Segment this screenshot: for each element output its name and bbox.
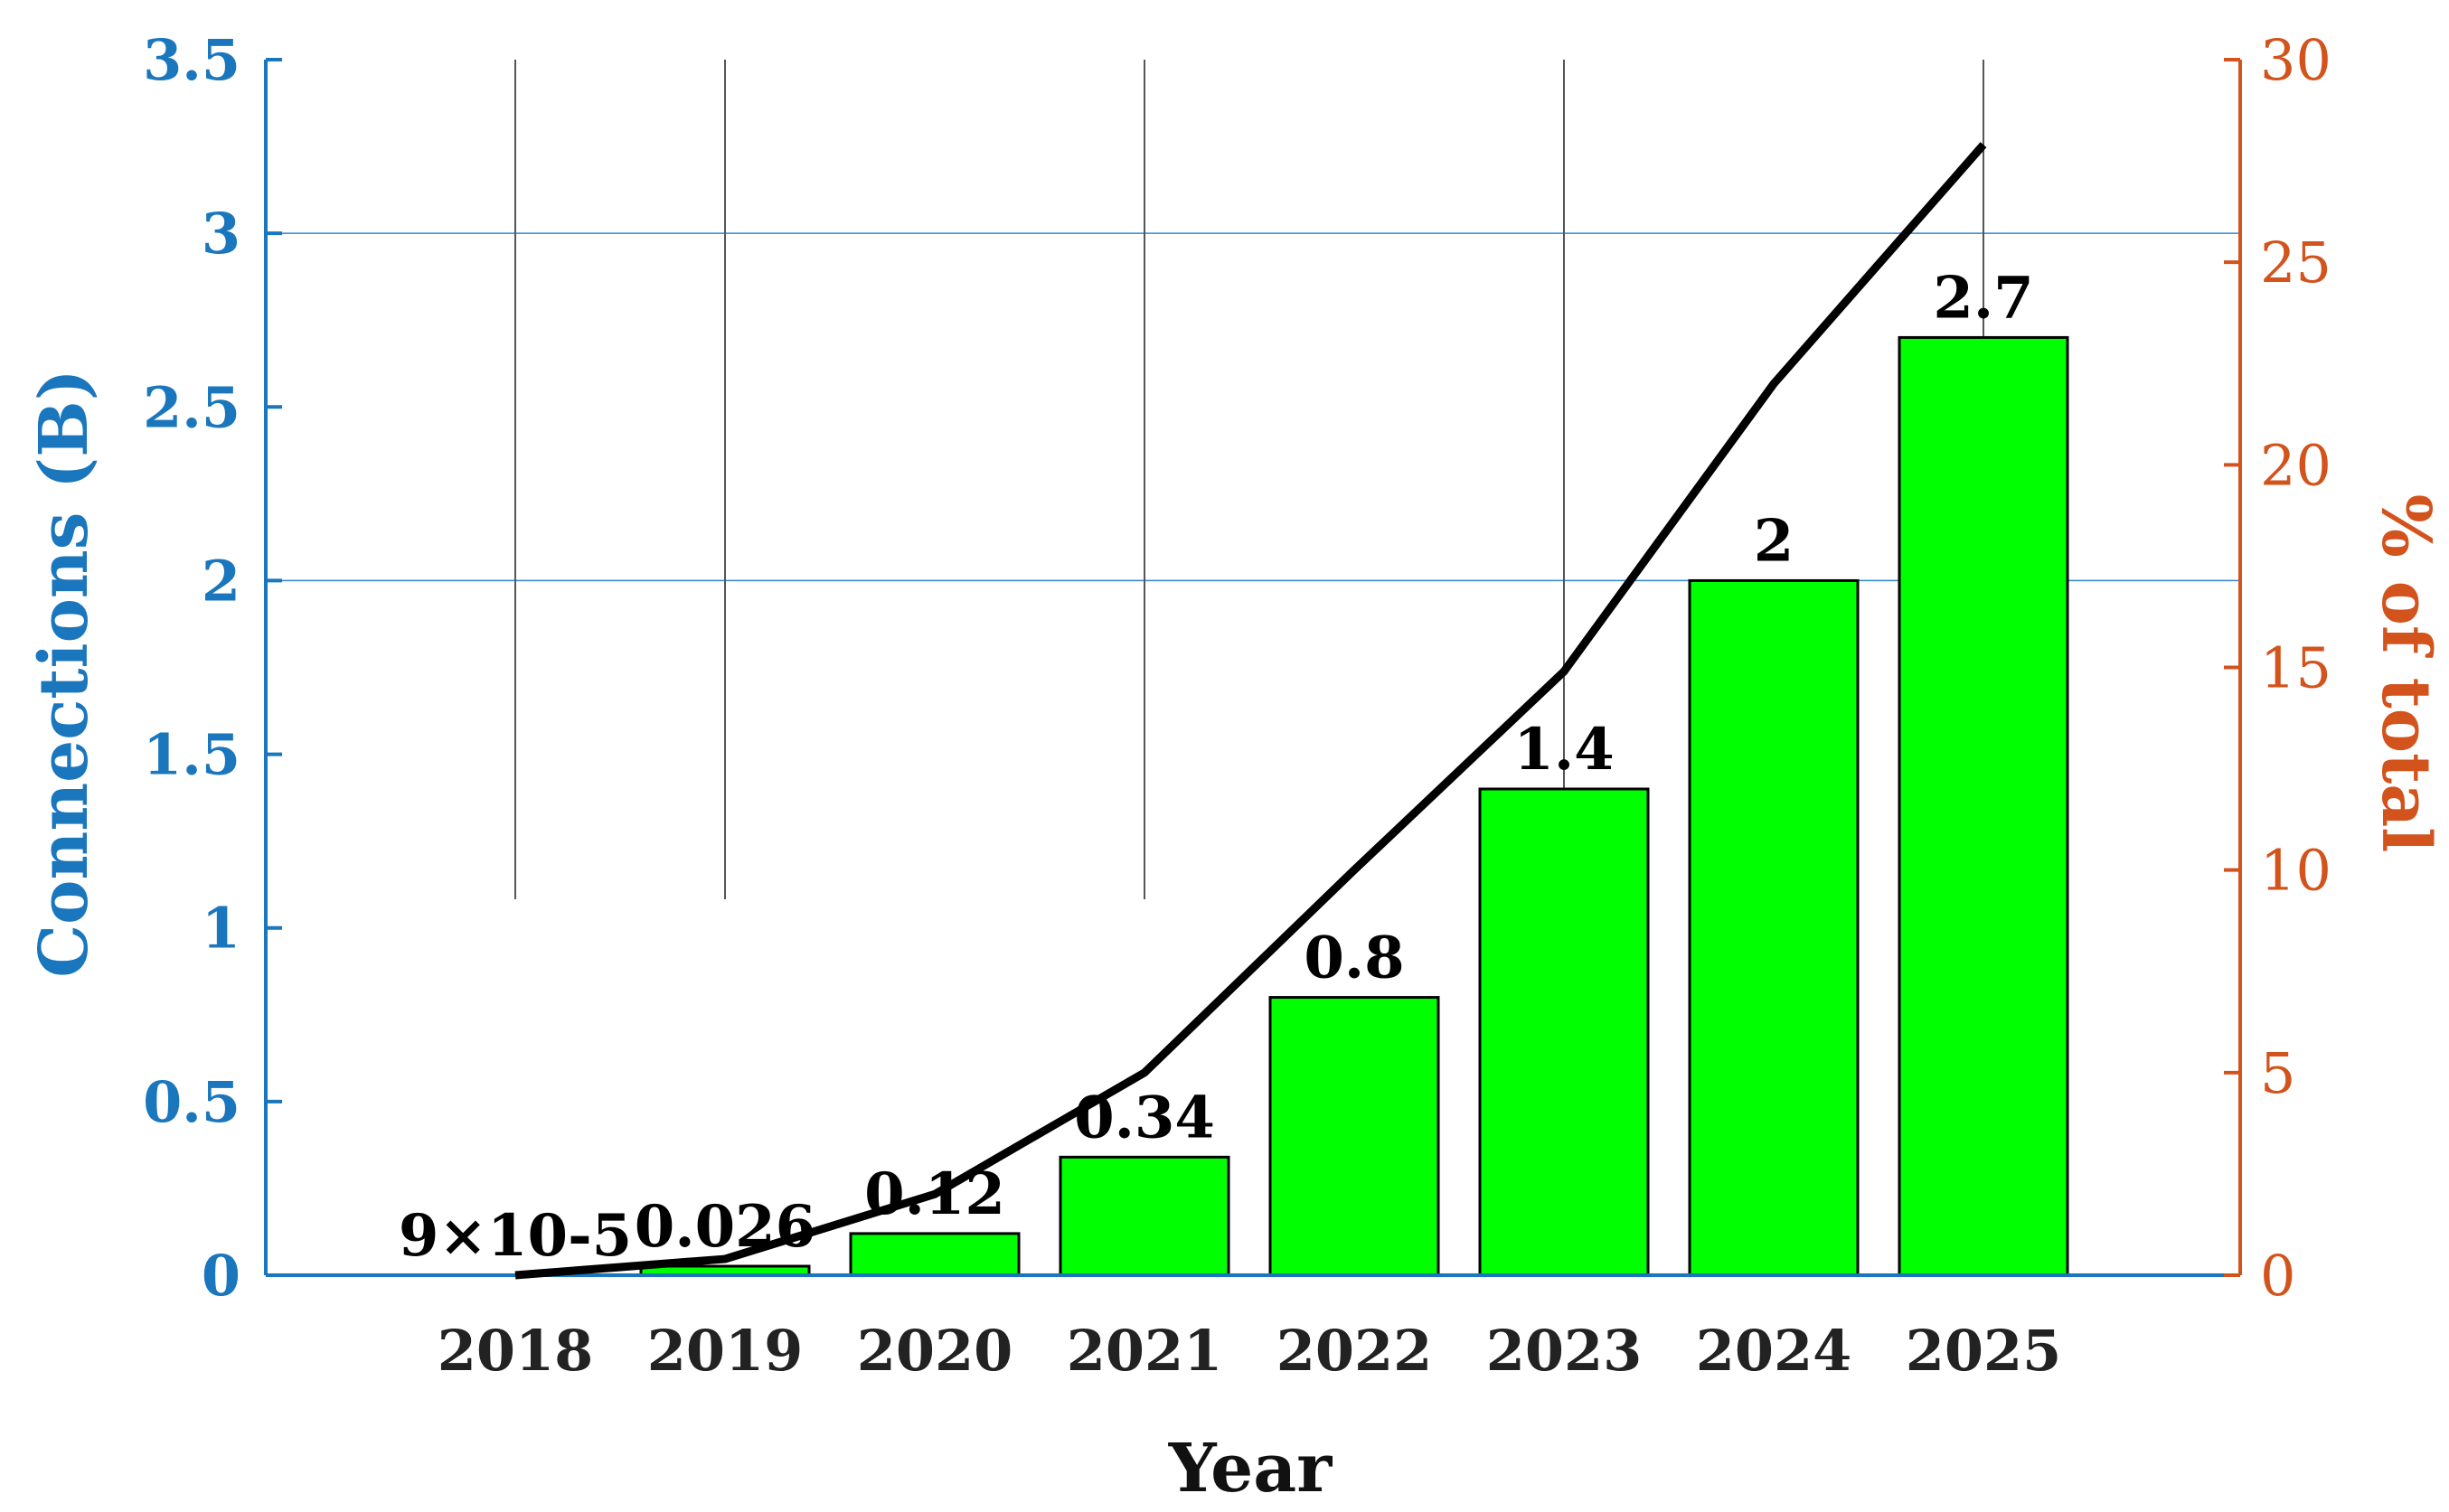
y-tick-label: 1 — [202, 896, 240, 962]
y2-tick-label: 20 — [2260, 432, 2331, 498]
y-tick-label: 0 — [202, 1243, 240, 1309]
bar — [849, 1232, 1021, 1277]
bar-value-label: 0.026 — [635, 1193, 815, 1261]
x-tick-label: 2025 — [1906, 1318, 2062, 1384]
y-tick-label: 0.5 — [143, 1069, 240, 1135]
x-tick-label: 2020 — [857, 1318, 1013, 1384]
x-tick-label: 2018 — [438, 1318, 594, 1384]
y-tick-label: 1.5 — [143, 722, 240, 788]
x-tick-label: 2024 — [1696, 1318, 1852, 1384]
y-axis-title: Connections (B) — [25, 369, 103, 977]
y-tick-label: 3.5 — [143, 27, 240, 93]
y2-tick-label: 5 — [2260, 1040, 2295, 1106]
bar-value-label: 0.34 — [1074, 1084, 1215, 1151]
bar-value-label: 0.8 — [1304, 925, 1404, 992]
x-tick-label: 2021 — [1067, 1318, 1223, 1384]
y-tick-label: 2 — [202, 548, 240, 614]
x-tick-label: 2023 — [1486, 1318, 1643, 1384]
y2-tick-label: 0 — [2260, 1243, 2295, 1309]
y2-tick-label: 30 — [2260, 27, 2331, 93]
x-axis-title: Year — [1168, 1430, 1333, 1507]
bar-value-label: 1.4 — [1513, 716, 1614, 784]
y-tick-label: 3 — [202, 201, 240, 267]
bar-value-label: 2 — [1754, 507, 1794, 575]
y-tick-label: 2.5 — [143, 374, 240, 440]
bar — [1478, 787, 1650, 1277]
line-layer — [514, 142, 1987, 1280]
series-line — [514, 142, 1987, 1280]
bar — [1268, 996, 1440, 1277]
labels-layer: 9×10-5 0.026 0.12 0.34 0.8 1.4 2 2.7 — [399, 264, 2034, 1270]
x-tick-label: 2022 — [1276, 1318, 1433, 1384]
bar — [1898, 335, 2069, 1277]
y2-axis-title: % of total — [2367, 494, 2444, 853]
bar — [1059, 1155, 1230, 1277]
bar-value-label: 2.7 — [1933, 264, 2033, 332]
bar-value-label: 0.12 — [864, 1160, 1005, 1228]
y2-tick-label: 15 — [2260, 635, 2331, 701]
bar — [1688, 578, 1860, 1277]
y2-tick-label: 25 — [2260, 230, 2331, 296]
x-tick-label: 2019 — [647, 1318, 804, 1384]
bar-value-label: 9×10-5 — [399, 1202, 632, 1270]
y2-tick-label: 10 — [2260, 838, 2331, 904]
bars-layer — [431, 335, 2069, 1277]
